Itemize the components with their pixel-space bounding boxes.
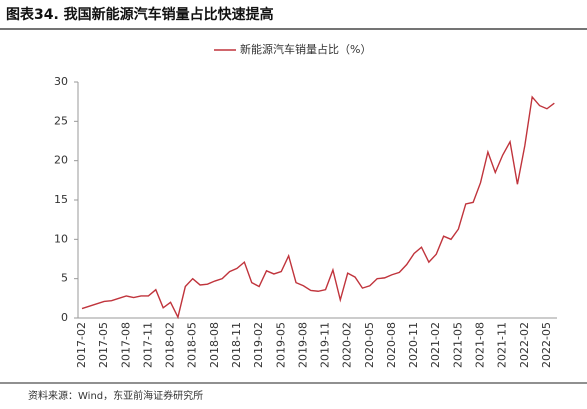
x-tick-label: 2018-02 xyxy=(164,322,177,368)
y-tick-label: 5 xyxy=(61,272,68,285)
x-tick-label: 2021-05 xyxy=(451,322,464,368)
series-line xyxy=(81,95,555,320)
y-tick-label: 15 xyxy=(54,193,68,206)
x-tick-label: 2020-02 xyxy=(341,322,354,368)
x-tick-label: 2017-02 xyxy=(75,322,88,368)
y-tick-label: 20 xyxy=(54,154,68,167)
y-tick-label: 0 xyxy=(61,311,68,324)
source: 资料来源：Wind，东亚前海证券研究所 xyxy=(28,389,203,402)
x-tick-label: 2018-11 xyxy=(230,322,243,368)
x-tick-label: 2019-02 xyxy=(252,322,265,368)
x-tick-label: 2022-05 xyxy=(540,322,553,368)
x-tick-label: 2021-08 xyxy=(474,322,487,368)
x-tick-label: 2019-08 xyxy=(296,322,309,368)
y-tick-label: 10 xyxy=(54,232,68,245)
y-tick-label: 25 xyxy=(54,114,68,127)
x-tick-label: 2020-05 xyxy=(363,322,376,368)
x-tick-label: 2022-02 xyxy=(518,322,531,368)
x-tick-label: 2017-11 xyxy=(141,322,154,368)
x-tick-label: 2018-05 xyxy=(186,322,199,368)
x-tick-label: 2017-05 xyxy=(97,322,110,368)
chart-title: 图表34. 我国新能源汽车销量占比快速提高 xyxy=(6,6,274,23)
x-tick-label: 2018-08 xyxy=(208,322,221,368)
x-tick-label: 2020-11 xyxy=(407,322,420,368)
x-tick-label: 2017-08 xyxy=(119,322,132,368)
x-tick-label: 2019-11 xyxy=(319,322,332,368)
x-tick-label: 2021-11 xyxy=(496,322,509,368)
y-tick-label: 30 xyxy=(54,75,68,88)
x-tick-label: 2021-02 xyxy=(429,322,442,368)
legend-label: 新能源汽车销量占比（%） xyxy=(240,42,371,56)
x-tick-label: 2020-08 xyxy=(385,322,398,368)
x-tick-label: 2019-05 xyxy=(274,322,287,368)
